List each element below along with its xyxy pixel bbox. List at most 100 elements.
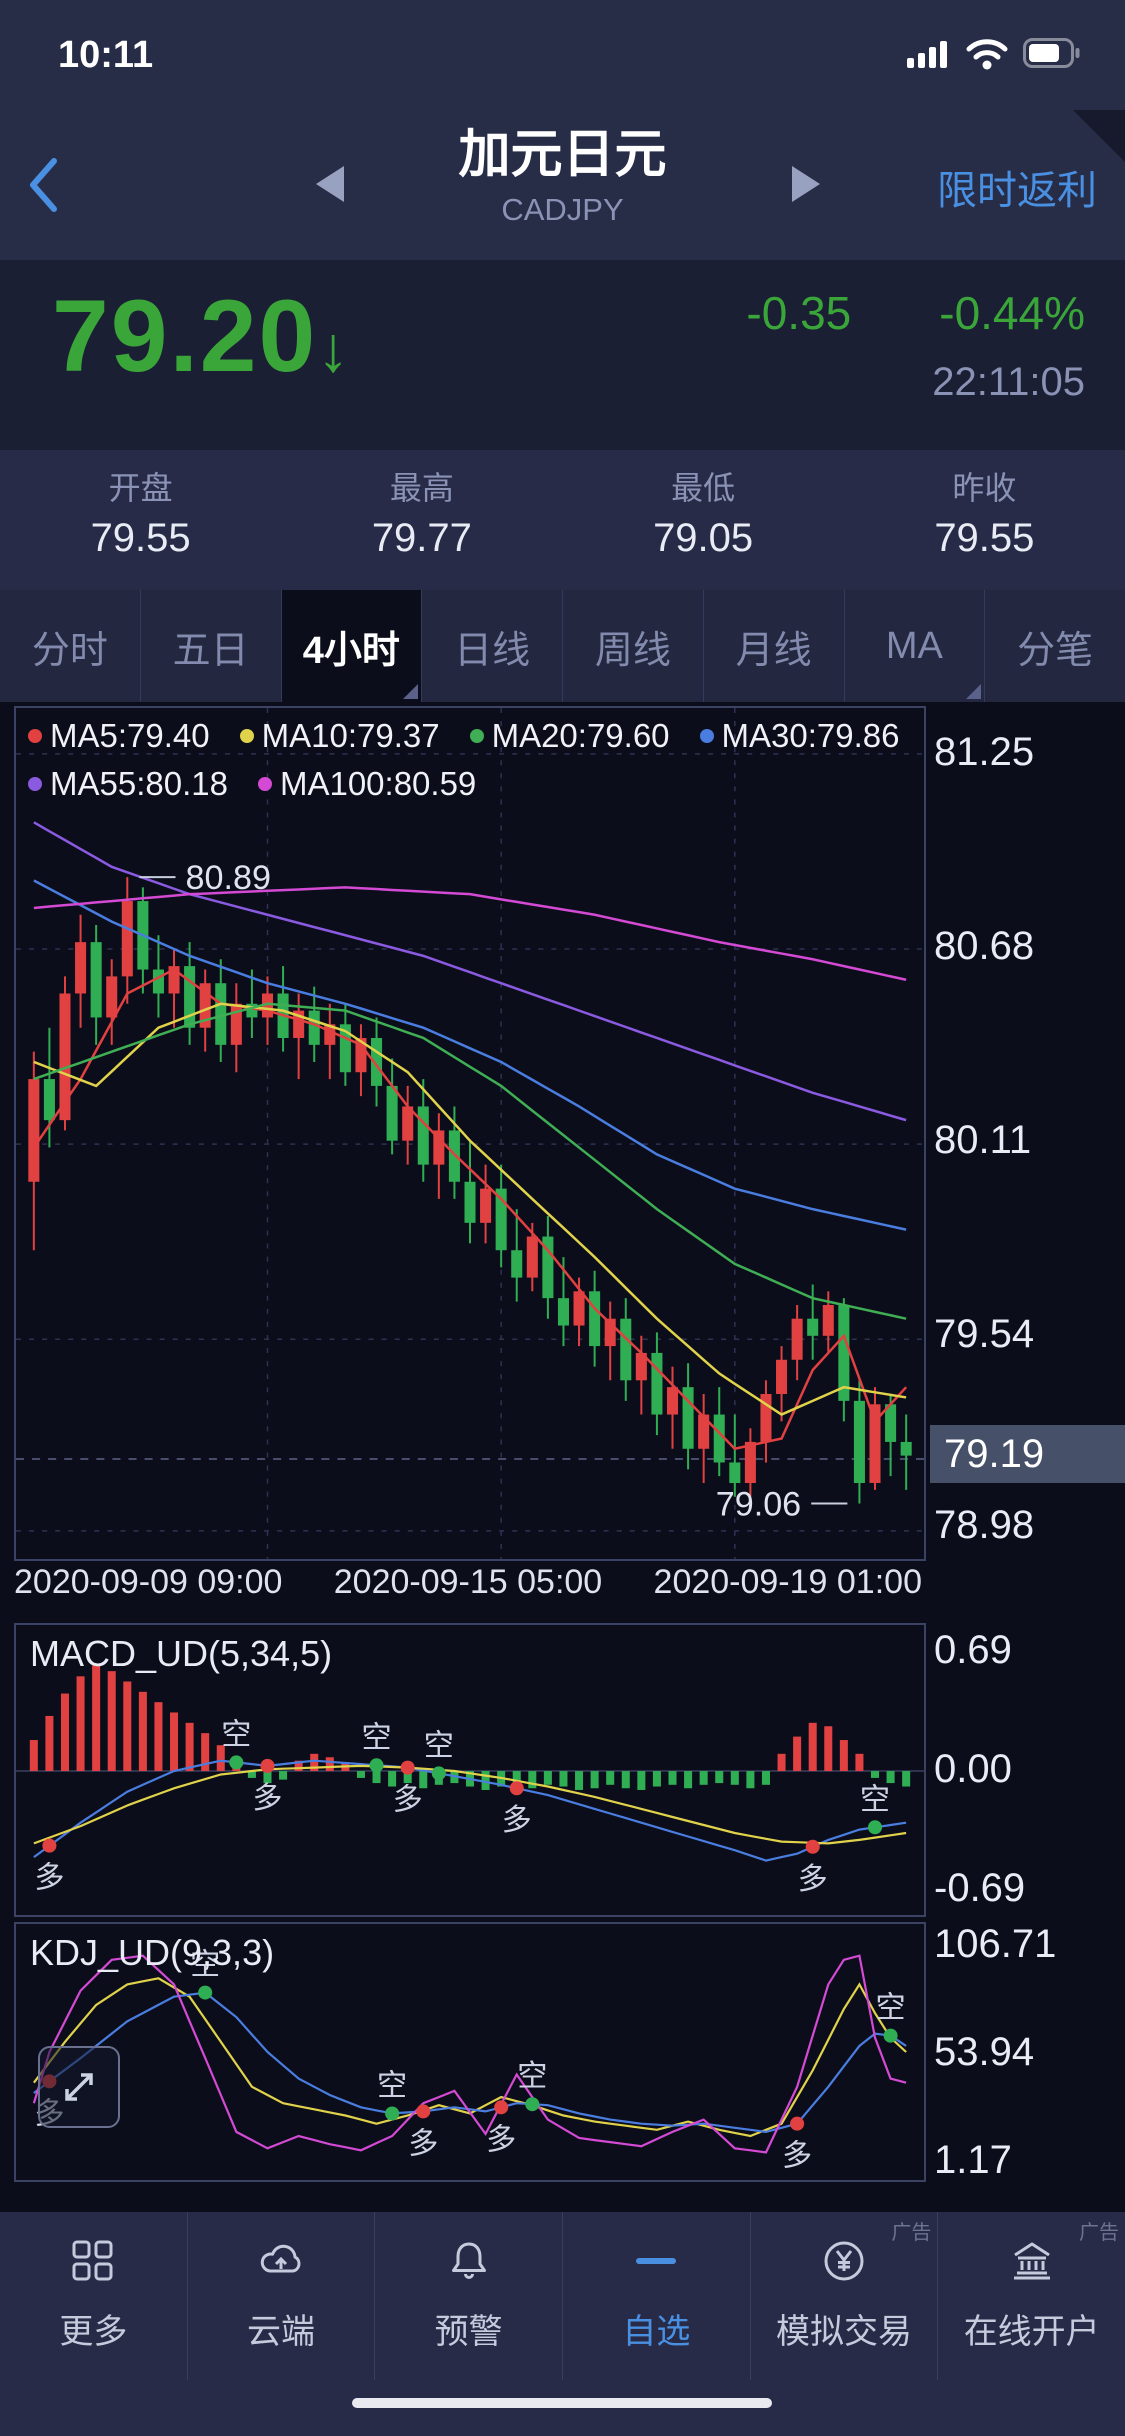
y-axis-label: 79.54 bbox=[934, 1312, 1035, 1357]
svg-text:多: 多 bbox=[393, 1784, 423, 1817]
wifi-icon bbox=[966, 39, 1008, 70]
nav-label: 在线开户 bbox=[963, 2313, 1100, 2351]
nav-alerts[interactable]: 预警 bbox=[374, 2212, 562, 2380]
battery-icon bbox=[1023, 38, 1080, 68]
kdj-title: KDJ_UD(9,3,3) bbox=[30, 1932, 275, 1973]
candlestick-chart[interactable]: 80.89 79.06 bbox=[16, 708, 924, 1559]
y-axis-label: 1.17 bbox=[934, 2138, 1012, 2183]
promo-link[interactable]: 限时返利 bbox=[937, 169, 1097, 213]
x-label-mid: 2020-09-15 05:00 bbox=[333, 1563, 603, 1601]
bank-icon bbox=[1013, 2242, 1050, 2280]
status-bar: 10:11 bbox=[0, 0, 1125, 110]
legend-text: MA10:79.37 bbox=[261, 717, 440, 754]
tab-monthly[interactable]: 月线 bbox=[702, 590, 844, 702]
macd-panel[interactable]: MACD_UD(5,34,5) 多空多空多空多多空 bbox=[14, 1623, 926, 1917]
stat-label: 最高 bbox=[389, 470, 454, 506]
price-change: -0.35 bbox=[746, 287, 852, 339]
stat-label: 开盘 bbox=[108, 470, 173, 506]
bottom-nav: 更多 云端 预警 自选 广告 bbox=[0, 2212, 1125, 2436]
y-axis-label: 53.94 bbox=[934, 2030, 1035, 2075]
svg-text:多: 多 bbox=[502, 1804, 532, 1837]
home-indicator[interactable] bbox=[352, 2398, 772, 2408]
kdj-y-axis: 106.71 53.94 1.17 bbox=[934, 1922, 1125, 2182]
macd-title: MACD_UD(5,34,5) bbox=[30, 1633, 333, 1674]
svg-text:多: 多 bbox=[252, 1782, 282, 1815]
expand-icon bbox=[65, 2073, 93, 2101]
legend-dot-icon bbox=[28, 777, 42, 791]
svg-text:空: 空 bbox=[424, 1729, 454, 1762]
y-axis-label: -0.69 bbox=[934, 1865, 1026, 1910]
svg-text:空: 空 bbox=[860, 1783, 890, 1816]
svg-text:空: 空 bbox=[361, 1721, 391, 1754]
prev-instrument-icon[interactable] bbox=[316, 166, 344, 202]
stat-low: 最低 79.05 bbox=[563, 450, 844, 590]
svg-text:空: 空 bbox=[190, 1949, 220, 1982]
ma-legend: MA5:79.40 MA10:79.37 MA20:79.60 MA30:79.86 M… bbox=[28, 714, 908, 806]
corner-ad-fold bbox=[1073, 110, 1125, 162]
y-axis-label: 81.25 bbox=[934, 729, 1035, 774]
legend-dot-icon bbox=[699, 729, 714, 743]
nav-label: 预警 bbox=[434, 2313, 503, 2351]
x-axis-labels: 2020-09-09 09:00 2020-09-15 05:00 2020-0… bbox=[14, 1563, 922, 1602]
main-chart-panel[interactable]: MA5:79.40 MA10:79.37 MA20:79.60 MA30:79.86 M… bbox=[14, 706, 926, 1561]
macd-y-axis: 0.69 0.00 -0.69 bbox=[934, 1623, 1125, 1913]
current-price-tag: 79.19 bbox=[930, 1424, 1125, 1483]
kdj-panel[interactable]: KDJ_UD(9,3,3) 多空空多多空多空 bbox=[14, 1922, 926, 2182]
x-label-left: 2020-09-09 09:00 bbox=[14, 1563, 283, 1601]
ma-legend-item: MA100:80.59 bbox=[257, 762, 477, 806]
stats-row: 开盘 79.55 最高 79.77 最低 79.05 昨收 79.55 bbox=[0, 450, 1125, 590]
nav-cloud[interactable]: 云端 bbox=[186, 2212, 375, 2380]
status-icons bbox=[905, 36, 1081, 70]
nav-label: 自选 bbox=[622, 2313, 691, 2351]
y-axis-label: 0.00 bbox=[934, 1747, 1012, 1792]
stat-open: 开盘 79.55 bbox=[0, 450, 281, 590]
period-tabs: 分时 五日 4小时 日线 周线 月线 MA 分笔 bbox=[0, 590, 1125, 702]
bell-icon bbox=[451, 2242, 486, 2279]
price-change-pct: -0.44% bbox=[939, 287, 1085, 339]
tab-5day[interactable]: 五日 bbox=[139, 590, 281, 702]
current-price: 79.20↓ bbox=[52, 278, 351, 395]
svg-text:空: 空 bbox=[517, 2060, 547, 2093]
nav-more[interactable]: 更多 bbox=[0, 2212, 187, 2380]
legend-text: MA30:79.86 bbox=[721, 717, 900, 754]
grid-icon bbox=[72, 2240, 113, 2281]
stat-value: 79.55 bbox=[90, 516, 191, 560]
nav-label: 云端 bbox=[247, 2313, 315, 2351]
svg-text:多: 多 bbox=[798, 1863, 828, 1896]
main-y-axis: 81.25 80.68 80.11 79.54 78.98 bbox=[934, 706, 1125, 1557]
expand-chart-button[interactable] bbox=[38, 2046, 120, 2128]
svg-text:空: 空 bbox=[377, 2069, 407, 2102]
legend-text: MA100:80.59 bbox=[279, 765, 477, 802]
next-instrument-icon[interactable] bbox=[792, 166, 820, 202]
cloud-icon bbox=[260, 2244, 301, 2273]
stat-high: 最高 79.77 bbox=[281, 450, 562, 590]
svg-text:多: 多 bbox=[34, 1862, 64, 1895]
legend-dot-icon bbox=[28, 729, 42, 743]
tab-ma[interactable]: MA bbox=[843, 590, 985, 702]
back-button[interactable] bbox=[26, 156, 60, 219]
tab-4hour[interactable]: 4小时 bbox=[280, 590, 422, 702]
title-block: 加元日元 CADJPY bbox=[0, 122, 1125, 232]
tab-tick[interactable]: 分笔 bbox=[984, 590, 1125, 702]
nav-open-account[interactable]: 广告 在线开户 bbox=[937, 2212, 1125, 2380]
nav-watchlist[interactable]: 自选 bbox=[562, 2212, 750, 2380]
symbol-code: CADJPY bbox=[501, 192, 624, 227]
nav-label: 模拟交易 bbox=[776, 2313, 913, 2351]
tab-minute[interactable]: 分时 bbox=[31, 629, 108, 672]
tab-weekly[interactable]: 周线 bbox=[562, 590, 703, 702]
legend-text: MA5:79.40 bbox=[50, 717, 210, 754]
svg-text:多: 多 bbox=[486, 2123, 516, 2156]
legend-dot-icon bbox=[239, 729, 254, 743]
svg-text:多: 多 bbox=[782, 2140, 812, 2173]
y-axis-label: 106.71 bbox=[934, 1922, 1057, 1967]
tab-daily[interactable]: 日线 bbox=[421, 590, 562, 702]
ma-legend-item: MA55:80.18 bbox=[28, 762, 228, 806]
nav-demo-trade[interactable]: 广告 模拟交易 bbox=[749, 2212, 938, 2380]
kdj-chart[interactable]: 多空空多多空多空 bbox=[16, 1924, 924, 2180]
y-axis-label: 0.69 bbox=[934, 1628, 1012, 1673]
legend-dot-icon bbox=[257, 777, 272, 791]
ma-legend-item: MA30:79.86 bbox=[699, 714, 900, 758]
dropdown-caret-icon bbox=[966, 684, 982, 699]
